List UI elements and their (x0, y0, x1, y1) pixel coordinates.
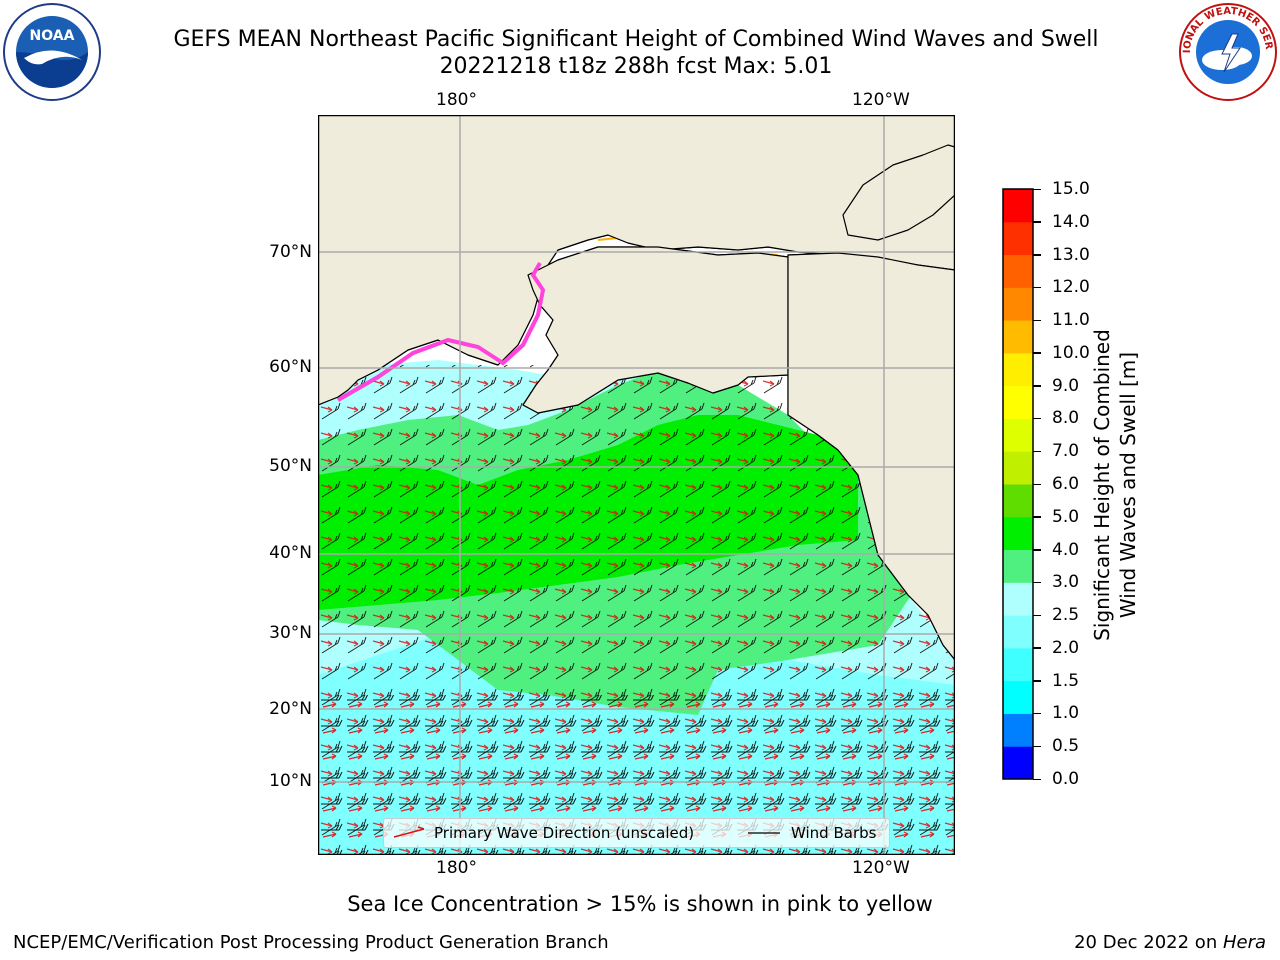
colorbar-tick-mark (1033, 778, 1041, 780)
colorbar-tick-label: 7.0 (1052, 441, 1080, 462)
colorbar-tick-label: 0.5 (1052, 736, 1080, 757)
map-canvas (317, 114, 956, 856)
colorbar-tick-mark (1033, 385, 1041, 387)
graticule (318, 115, 955, 855)
colorbar-swatch (1003, 189, 1033, 223)
lat-label-30n: 30°N (269, 623, 312, 643)
colorbar-tick-mark (1033, 745, 1041, 748)
colorbar-swatch (1003, 549, 1033, 583)
colorbar-tick-mark (1033, 450, 1041, 453)
colorbar (1002, 188, 1034, 785)
footer-date: 20 Dec 2022 on Hera (1074, 932, 1266, 954)
footer-credit: NCEP/EMC/Verification Post Processing Pr… (13, 932, 609, 953)
colorbar-tick-mark (1033, 483, 1041, 485)
colorbar-swatches (1002, 188, 1034, 780)
colorbar-tick-mark (1033, 516, 1041, 518)
colorbar-tick-mark (1033, 712, 1041, 715)
colorbar-swatch (1003, 385, 1033, 419)
colorbar-tick-label: 14.0 (1052, 211, 1090, 232)
nws-logo: NATIONAL WEATHER SERVICE (1174, 0, 1278, 102)
colorbar-swatch (1003, 516, 1033, 551)
colorbar-swatch (1003, 418, 1033, 452)
colorbar-swatch (1003, 254, 1033, 288)
colorbar-swatch (1003, 746, 1033, 780)
colorbar-swatch (1003, 680, 1033, 714)
colorbar-swatch (1003, 484, 1033, 518)
colorbar-swatch (1003, 287, 1033, 321)
bottom-lon-label-180: 180° (436, 858, 477, 878)
colorbar-tick-mark (1033, 417, 1041, 420)
colorbar-tick-label: 1.0 (1052, 703, 1080, 724)
colorbar-swatch (1003, 221, 1033, 256)
noaa-logo-text: NOAA (30, 28, 75, 44)
lat-label-60n: 60°N (269, 357, 312, 377)
chart-subtitle: 20221218 t18z 288h fcst Max: 5.01 (439, 54, 833, 79)
lat-label-20n: 20°N (269, 699, 312, 719)
map-frame (317, 114, 956, 856)
colorbar-tick-label: 1.5 (1052, 670, 1080, 691)
top-lon-label-180: 180° (436, 90, 477, 110)
colorbar-tick-label: 5.0 (1052, 506, 1080, 527)
colorbar-tick-mark (1033, 352, 1041, 354)
colorbar-tick-mark (1033, 319, 1041, 322)
colorbar-label-line2: Wind Waves and Swell [m] (1116, 351, 1140, 619)
colorbar-swatch (1003, 615, 1033, 649)
colorbar-swatch (1003, 582, 1033, 616)
colorbar-tick-mark (1033, 254, 1041, 256)
colorbar-tick-label: 2.5 (1052, 605, 1080, 626)
noaa-logo: NOAA (2, 2, 102, 102)
colorbar-tick-mark (1033, 188, 1041, 190)
bottom-lon-label-120w: 120°W (852, 858, 910, 878)
wind-barb-legend-label: Wind Barbs (791, 824, 877, 842)
colorbar-tick-mark (1033, 647, 1041, 649)
arctic-island-1-cover (842, 144, 955, 241)
colorbar-tick-label: 15.0 (1052, 179, 1090, 199)
colorbar-tick-label: 4.0 (1052, 539, 1080, 560)
lat-label-10n: 10°N (269, 771, 312, 791)
footer-date-text: 20 Dec 2022 on (1074, 932, 1223, 953)
colorbar-tick-label: 8.0 (1052, 408, 1080, 429)
colorbar-label-line1: Significant Height of Combined (1090, 329, 1114, 641)
lat-label-70n: 70°N (269, 242, 312, 262)
colorbar-tick-label: 6.0 (1052, 474, 1080, 494)
colorbar-tick-label: 0.0 (1052, 769, 1080, 789)
colorbar-swatch (1003, 451, 1033, 485)
wave-direction-legend-icon (393, 826, 425, 838)
canada-land-cover (787, 252, 955, 661)
colorbar-tick-mark (1033, 549, 1041, 551)
colorbar-tick-mark (1033, 614, 1041, 617)
footer-machine: Hera (1222, 932, 1266, 953)
map-legend: Primary Wave Direction (unscaled) Wind B… (383, 818, 890, 848)
colorbar-swatch (1003, 352, 1033, 387)
colorbar-tick-label: 13.0 (1052, 244, 1090, 265)
wind-barb-legend-icon (748, 832, 780, 834)
sea-ice-fringe-top (337, 261, 546, 402)
alaska-land-cover (522, 246, 789, 414)
colorbar-tick-label: 2.0 (1052, 637, 1080, 658)
colorbar-tick-label: 11.0 (1052, 310, 1090, 331)
colorbar-tick-mark (1033, 286, 1041, 289)
colorbar-swatch (1003, 713, 1033, 747)
colorbar-tick-mark (1033, 221, 1041, 223)
lat-label-50n: 50°N (269, 456, 312, 476)
colorbar-tick-label: 9.0 (1052, 375, 1080, 396)
colorbar-tick-mark (1033, 581, 1041, 584)
lat-label-40n: 40°N (269, 543, 312, 563)
wave-direction-legend-label: Primary Wave Direction (unscaled) (434, 824, 695, 842)
chart-title: GEFS MEAN Northeast Pacific Significant … (173, 27, 1099, 52)
colorbar-swatch (1003, 320, 1033, 354)
top-lon-label-120w: 120°W (852, 90, 910, 110)
colorbar-tick-label: 12.0 (1052, 277, 1090, 298)
wave-height-map (317, 114, 956, 859)
sea-ice-caption: Sea Ice Concentration > 15% is shown in … (347, 892, 933, 916)
colorbar-tick-mark (1033, 680, 1041, 682)
colorbar-swatch (1003, 647, 1033, 682)
colorbar-tick-label: 3.0 (1052, 572, 1080, 593)
colorbar-tick-label: 10.0 (1052, 342, 1090, 363)
